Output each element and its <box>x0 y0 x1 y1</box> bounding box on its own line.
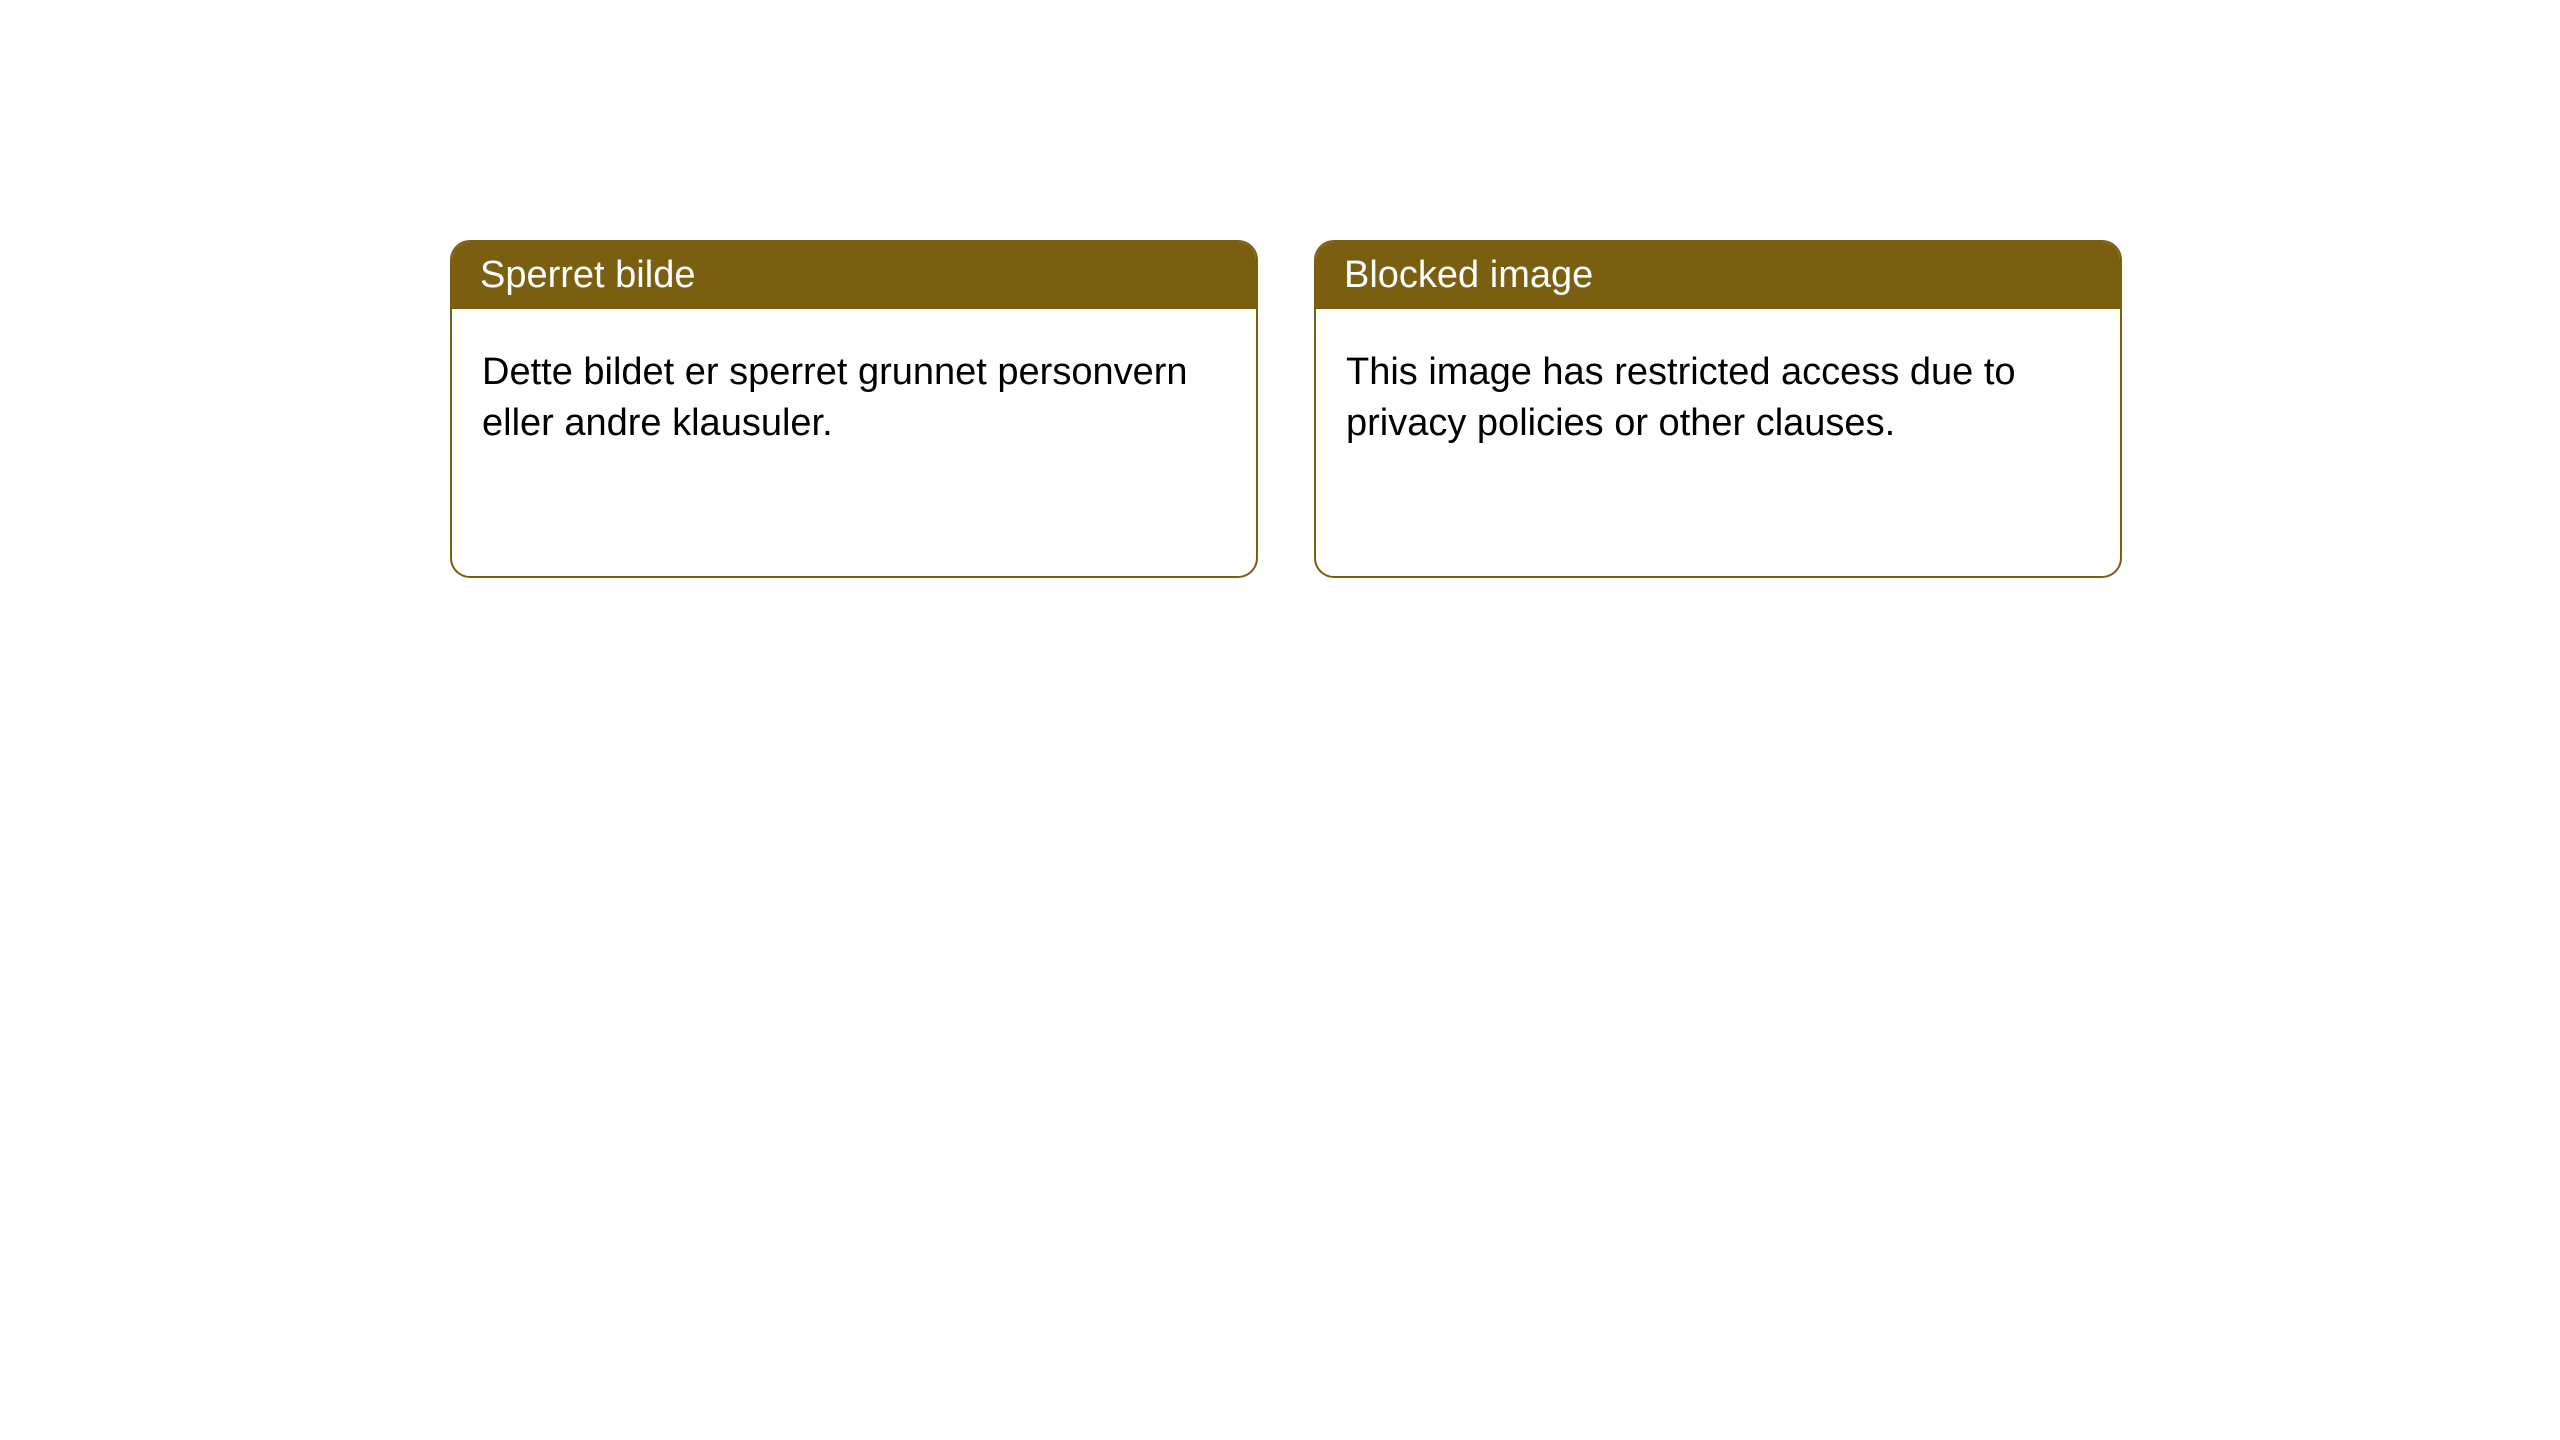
notice-cards-container: Sperret bilde Dette bildet er sperret gr… <box>0 0 2560 578</box>
card-header: Sperret bilde <box>452 242 1256 309</box>
notice-card-english: Blocked image This image has restricted … <box>1314 240 2122 578</box>
notice-card-norwegian: Sperret bilde Dette bildet er sperret gr… <box>450 240 1258 578</box>
card-body-text: Dette bildet er sperret grunnet personve… <box>452 309 1256 488</box>
card-header: Blocked image <box>1316 242 2120 309</box>
card-body-text: This image has restricted access due to … <box>1316 309 2120 488</box>
